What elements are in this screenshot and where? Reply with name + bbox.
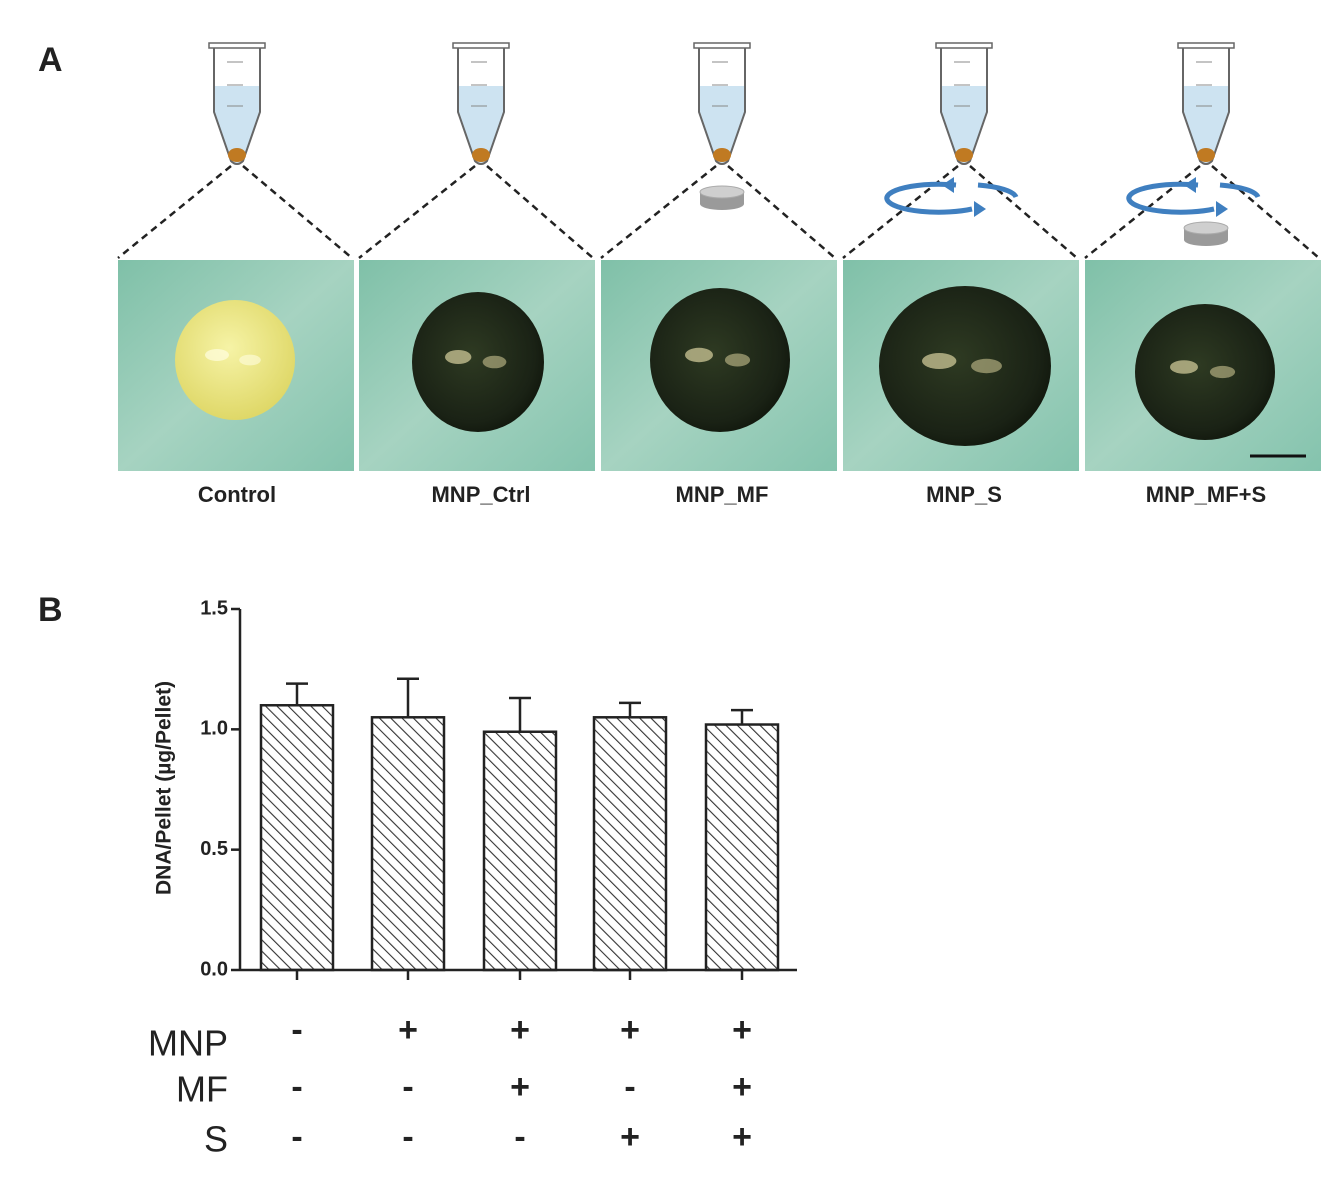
factor-level: - — [291, 1118, 302, 1156]
tube-pellet — [1197, 148, 1215, 162]
pellet — [650, 288, 790, 432]
tube-pellet — [228, 148, 246, 162]
factor-level: + — [732, 1118, 752, 1156]
pellet-shine — [239, 354, 261, 366]
tube-pellet — [472, 148, 490, 162]
zoom-line — [358, 165, 476, 259]
rotation-arrow — [977, 182, 1019, 199]
tube-cap — [935, 42, 993, 49]
tube — [457, 48, 505, 165]
rotation-arrow — [1126, 181, 1215, 215]
bar — [370, 716, 446, 972]
factor-level: + — [510, 1011, 530, 1049]
tube — [1182, 48, 1230, 165]
pellet-shine — [1170, 360, 1198, 374]
pellet — [879, 286, 1051, 446]
pellet-shine — [1209, 365, 1236, 379]
pellet-shine — [685, 347, 713, 363]
tube — [698, 48, 746, 165]
bar — [592, 716, 668, 972]
factor-level: + — [620, 1118, 640, 1156]
tube — [940, 48, 988, 165]
condition-label: MNP_Ctrl — [431, 482, 530, 507]
factor-level: - — [291, 1011, 302, 1049]
y-tick-label: 0.5 — [200, 838, 228, 860]
arrow-head — [974, 201, 986, 217]
tube-cap — [1177, 42, 1235, 49]
y-tick-label: 1.5 — [200, 597, 228, 619]
zoom-line — [842, 165, 959, 259]
factor-level: + — [620, 1011, 640, 1049]
condition-label: MNP_MF — [676, 482, 769, 507]
factor-level: - — [402, 1068, 413, 1106]
factor-name: MNP — [148, 1023, 228, 1064]
tube-cap — [208, 42, 266, 49]
arrow-head — [1184, 177, 1196, 193]
zoom-line — [1211, 165, 1320, 259]
magnet-top — [699, 185, 745, 199]
tube — [213, 48, 261, 165]
factor-level: + — [732, 1011, 752, 1049]
pellet — [1135, 304, 1275, 440]
zoom-line — [1084, 165, 1201, 259]
zoom-line — [242, 165, 353, 259]
rotation-arrow — [884, 181, 973, 215]
y-tick-label: 0.0 — [200, 958, 228, 980]
pellet-shine — [724, 353, 751, 367]
tube-pellet — [955, 148, 973, 162]
bar — [704, 723, 780, 972]
magnet-top — [1183, 221, 1229, 235]
y-axis-label: DNA/Pellet (µg/Pellet) — [153, 681, 176, 895]
factor-level: - — [291, 1068, 302, 1106]
tube-cap — [693, 42, 751, 49]
pellet-shine — [445, 350, 472, 364]
rotation-arrow — [1219, 182, 1261, 199]
bar — [259, 704, 335, 972]
pellet-shine — [482, 355, 507, 369]
pellet — [175, 300, 295, 420]
condition-label: MNP_S — [926, 482, 1002, 507]
pellet — [412, 292, 544, 432]
factor-level: + — [732, 1068, 752, 1106]
condition-label: Control — [198, 482, 276, 507]
condition-label: MNP_MF+S — [1146, 482, 1266, 507]
zoom-line — [969, 165, 1078, 259]
y-tick-label: 1.0 — [200, 718, 228, 740]
factor-level: + — [510, 1068, 530, 1106]
pellet-shine — [922, 353, 957, 369]
magnet-side — [1184, 234, 1228, 246]
factor-level: - — [624, 1068, 635, 1106]
tube-cap — [452, 42, 510, 49]
zoom-line — [727, 165, 836, 259]
bar — [482, 730, 558, 972]
factor-level: + — [398, 1011, 418, 1049]
zoom-line — [600, 165, 717, 259]
factor-name: MF — [176, 1069, 228, 1110]
factor-level: - — [402, 1118, 413, 1156]
factor-level: - — [514, 1118, 525, 1156]
arrow-head — [942, 177, 954, 193]
magnet-side — [700, 198, 744, 210]
pellet-shine — [205, 349, 229, 361]
zoom-line — [486, 165, 594, 259]
zoom-line — [117, 165, 232, 259]
arrow-head — [1216, 201, 1228, 217]
pellet-shine — [971, 358, 1002, 374]
panel-label: A — [38, 41, 63, 79]
panel-label: B — [38, 591, 63, 629]
tube-pellet — [713, 148, 731, 162]
factor-name: S — [204, 1119, 228, 1160]
